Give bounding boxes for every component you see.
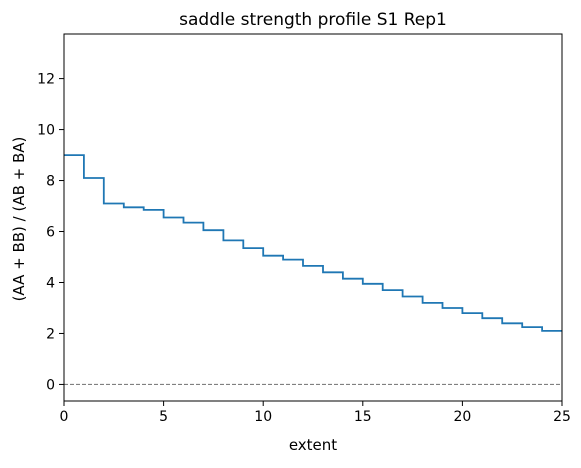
y-tick-label: 0 <box>46 377 55 393</box>
series-line <box>64 154 562 332</box>
x-axis-label: extent <box>289 436 337 454</box>
x-tick-label: 5 <box>159 409 168 425</box>
chart-title: saddle strength profile S1 Rep1 <box>179 10 447 30</box>
y-tick-label: 10 <box>37 123 55 139</box>
plot-frame <box>63 33 563 402</box>
y-tick-label: 8 <box>46 174 55 190</box>
y-tick-label: 4 <box>46 275 55 291</box>
x-tick-label: 10 <box>254 409 272 425</box>
x-tick-label: 20 <box>453 409 471 425</box>
x-tick-label: 0 <box>60 409 69 425</box>
y-axis-label: (AA + BB) / (AB + BA) <box>10 137 28 302</box>
x-tick-label: 25 <box>553 409 571 425</box>
y-tick-label: 6 <box>46 225 55 241</box>
y-tick-label: 2 <box>46 326 55 342</box>
x-tick-label: 15 <box>354 409 372 425</box>
y-tick-label: 12 <box>37 72 55 88</box>
